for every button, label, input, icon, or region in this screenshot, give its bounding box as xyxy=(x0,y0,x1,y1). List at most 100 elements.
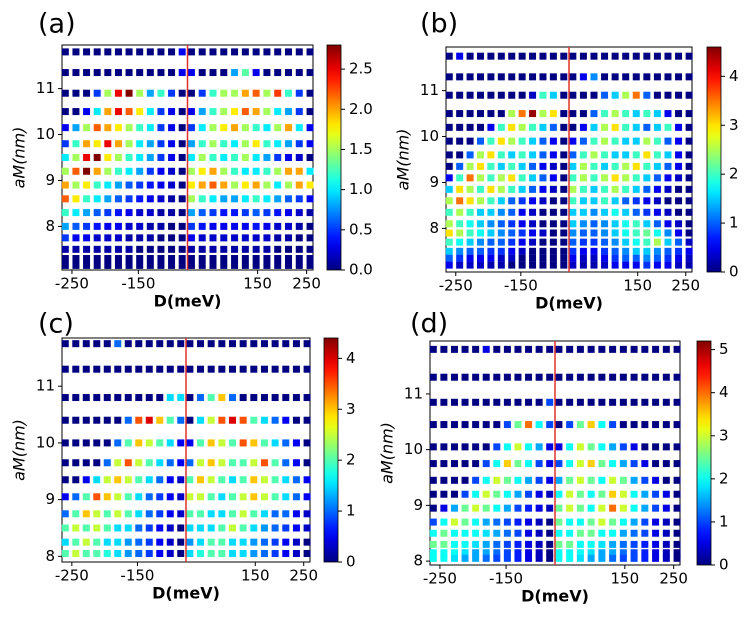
cell xyxy=(546,554,554,562)
cell xyxy=(472,540,480,548)
cell xyxy=(487,91,495,99)
cell xyxy=(103,459,111,467)
cell xyxy=(476,52,484,60)
cell xyxy=(549,197,557,205)
cell xyxy=(445,261,453,269)
cell xyxy=(529,208,537,216)
cell xyxy=(497,110,505,118)
cell xyxy=(601,137,609,145)
y-tick-label: 9 xyxy=(413,496,423,514)
cell xyxy=(218,365,226,373)
cell xyxy=(198,108,206,116)
cell xyxy=(146,222,154,230)
panel-label: (d) xyxy=(410,309,448,340)
cell xyxy=(450,398,458,406)
cell xyxy=(630,549,638,557)
panel-label: (c) xyxy=(38,309,74,340)
cell xyxy=(207,394,215,402)
cell xyxy=(611,110,619,118)
cell xyxy=(187,195,195,203)
cell xyxy=(61,140,69,148)
cell xyxy=(560,208,568,216)
cell xyxy=(263,167,271,175)
cell xyxy=(239,510,247,518)
cell xyxy=(250,439,258,447)
cell xyxy=(93,493,101,501)
cell xyxy=(653,91,661,99)
cell xyxy=(456,174,464,182)
cell xyxy=(260,365,268,373)
cell xyxy=(252,245,260,253)
cell xyxy=(306,222,314,230)
cell xyxy=(555,518,563,526)
cell xyxy=(619,549,627,557)
cell xyxy=(440,554,448,562)
cell xyxy=(93,195,101,203)
cell xyxy=(497,229,505,237)
cell xyxy=(61,124,69,132)
cell xyxy=(440,373,448,381)
cell xyxy=(146,154,154,161)
cell xyxy=(598,504,606,512)
cell xyxy=(653,185,661,193)
colorbar-tick-label: 4 xyxy=(719,383,729,401)
cell xyxy=(231,255,239,263)
cell xyxy=(632,174,640,182)
cell xyxy=(662,504,670,512)
cell xyxy=(461,443,469,451)
cell xyxy=(186,493,194,501)
cell xyxy=(83,124,91,132)
cell xyxy=(569,110,577,118)
cell xyxy=(114,394,122,402)
cell xyxy=(466,208,474,216)
cell xyxy=(497,220,505,228)
cell xyxy=(231,89,239,97)
cell xyxy=(685,229,693,237)
cell xyxy=(284,222,292,230)
cell xyxy=(306,48,314,56)
cell xyxy=(252,69,260,77)
cell xyxy=(466,220,474,228)
cell xyxy=(231,234,239,242)
cell xyxy=(675,162,683,170)
cell xyxy=(82,439,90,447)
cell xyxy=(125,222,133,230)
cell xyxy=(145,459,153,467)
cell xyxy=(493,398,501,406)
cell xyxy=(569,174,577,182)
cell xyxy=(461,373,469,381)
colorbar xyxy=(706,46,722,273)
cell xyxy=(136,195,144,203)
cell xyxy=(487,220,495,228)
y-axis-label: aM(nm) xyxy=(394,129,413,191)
y-tick-label: 11 xyxy=(420,81,439,99)
cell xyxy=(72,108,80,116)
cell xyxy=(518,185,526,193)
cell xyxy=(518,197,526,205)
cell xyxy=(168,195,176,203)
cell xyxy=(197,549,205,557)
cell xyxy=(569,197,577,205)
cell xyxy=(306,89,314,97)
cell xyxy=(93,48,101,56)
cell xyxy=(271,394,279,402)
cell xyxy=(209,140,217,148)
cell xyxy=(450,345,458,353)
cell xyxy=(61,89,69,97)
cell xyxy=(274,195,282,203)
cell xyxy=(220,245,228,253)
cell xyxy=(560,91,568,99)
cell xyxy=(72,261,80,269)
cell xyxy=(146,108,154,116)
cell xyxy=(590,162,598,170)
cell xyxy=(197,365,205,373)
cell xyxy=(622,185,630,193)
cell xyxy=(186,340,194,348)
cell xyxy=(198,195,206,203)
cell xyxy=(157,69,165,77)
cell xyxy=(560,197,568,205)
cell xyxy=(664,162,672,170)
cell xyxy=(218,549,226,557)
cell xyxy=(263,195,271,203)
cell xyxy=(124,538,132,546)
